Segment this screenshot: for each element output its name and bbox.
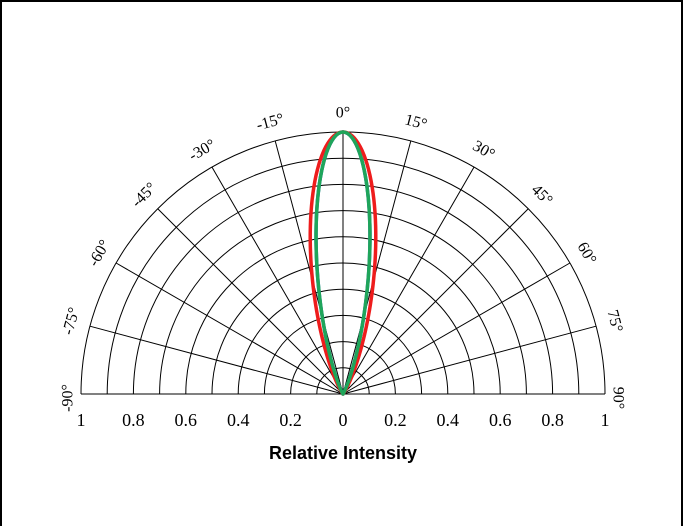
radial-tick-label: 0: [339, 410, 348, 430]
angle-label: 90°: [609, 387, 626, 409]
angle-label: 60°: [574, 239, 600, 267]
angle-label: -75°: [60, 306, 84, 337]
grid-spoke-30: [342, 166, 475, 395]
angle-label: -15°: [255, 111, 286, 135]
angle-label: 30°: [470, 138, 498, 164]
radial-ticks: 1 0.8 0.6 0.4 0.2 0 0.2 0.4 0.6 0.8 1: [77, 410, 610, 430]
angle-label: -30°: [186, 136, 219, 165]
angle-label: 15°: [403, 111, 429, 133]
angle-label: -60°: [85, 237, 114, 270]
grid-spoke-75: [342, 325, 597, 395]
series-layer: [308, 130, 378, 396]
grid-spoke-60: [342, 262, 571, 395]
grid-spoke--15: [274, 140, 344, 395]
angle-label: -90°: [60, 384, 77, 412]
radial-tick-label: 0.2: [279, 410, 302, 430]
grid-spoke-45: [342, 208, 529, 395]
grid-spoke--45: [157, 208, 344, 395]
angle-label: -45°: [128, 179, 160, 211]
grid-spokes: [81, 132, 605, 395]
grid-spoke--75: [89, 325, 344, 395]
radial-tick-label: 0.4: [227, 410, 250, 430]
radial-tick-label: 1: [601, 410, 610, 430]
radial-tick-label: 0.6: [489, 410, 512, 430]
radial-tick-label: 0.8: [541, 410, 564, 430]
series-line-3: [314, 130, 372, 396]
grid-spoke-15: [342, 140, 412, 395]
radial-tick-label: 0.2: [384, 410, 407, 430]
grid-spoke--60: [115, 262, 344, 395]
x-axis-label: Relative Intensity: [269, 443, 417, 463]
angle-label: 45°: [528, 181, 556, 209]
angle-label: 0°: [336, 104, 350, 121]
angle-label: 75°: [603, 308, 625, 334]
radial-tick-label: 1: [77, 410, 86, 430]
radial-tick-label: 0.8: [122, 410, 145, 430]
grid-spoke--30: [211, 166, 344, 395]
radial-tick-label: 0.6: [175, 410, 198, 430]
radial-tick-label: 0.4: [437, 410, 460, 430]
